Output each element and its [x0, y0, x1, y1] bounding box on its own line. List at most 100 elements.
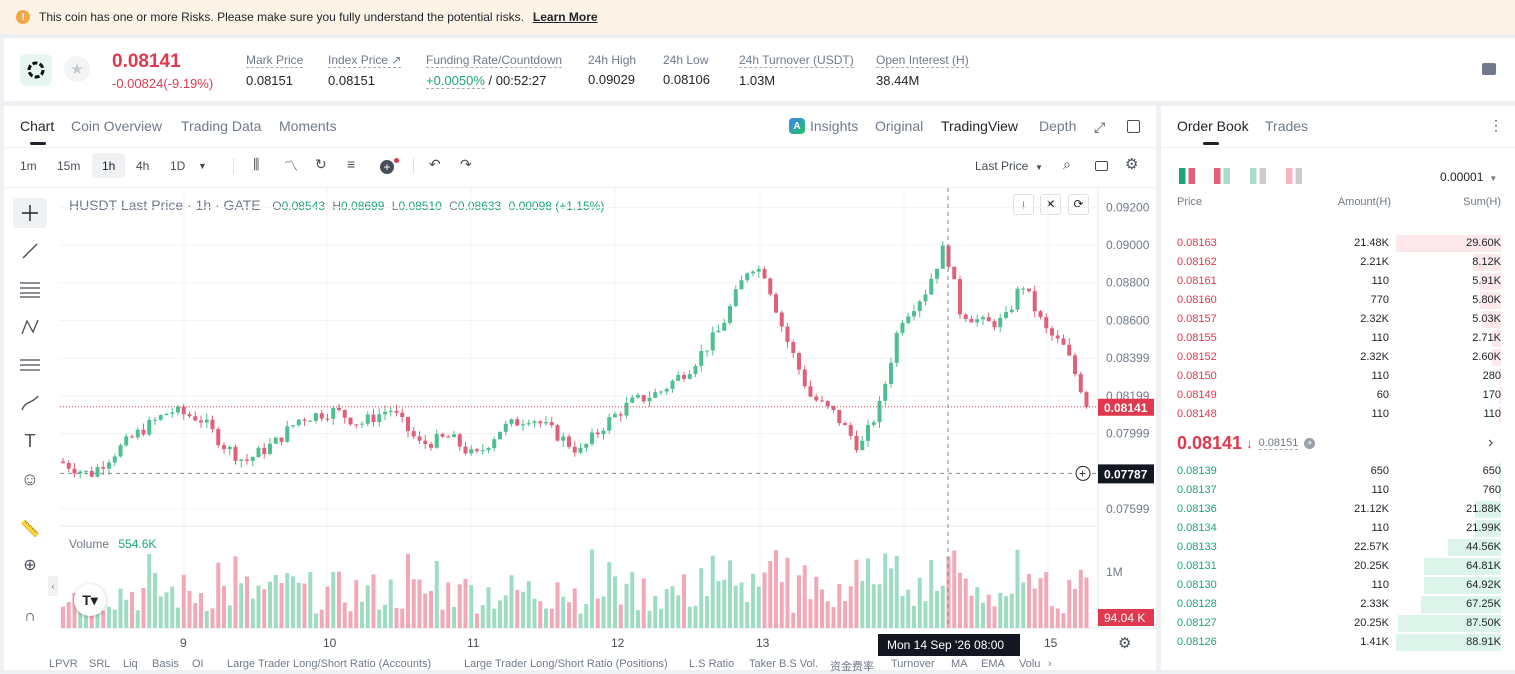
ruler-tool-icon[interactable]: 📏: [20, 521, 40, 538]
interval-4h[interactable]: 4h: [136, 159, 150, 173]
ind-ls-ratio[interactable]: L.S Ratio: [689, 658, 735, 670]
tab-moments[interactable]: Moments: [279, 118, 337, 134]
refresh-icon[interactable]: ↻: [315, 156, 327, 172]
bid-row[interactable]: 0.08126 1.41K 88.91K: [1161, 633, 1515, 652]
ind-ls-positions[interactable]: Large Trader Long/Short Ratio (Positions…: [464, 658, 668, 670]
tab-trades[interactable]: Trades: [1265, 118, 1309, 134]
bid-row[interactable]: 0.08139 650 650: [1161, 462, 1515, 481]
gear-icon[interactable]: ⚙: [1125, 156, 1139, 173]
undo-icon[interactable]: ↶: [429, 156, 441, 172]
brush-tool-icon[interactable]: [13, 388, 47, 418]
view-asks-icon[interactable]: [1214, 168, 1230, 184]
ask-row[interactable]: 0.08149 60 170: [1161, 386, 1515, 405]
interval-dropdown-icon[interactable]: ▼: [198, 161, 207, 171]
view-both-icon[interactable]: [1179, 168, 1195, 184]
pattern-tool-icon[interactable]: [13, 312, 47, 342]
candle-body: [227, 446, 232, 450]
scroll-down-button[interactable]: ↓: [1013, 194, 1034, 215]
ask-row[interactable]: 0.08150 110 280: [1161, 367, 1515, 386]
ind-taker-bs[interactable]: Taker B.S Vol.: [749, 658, 819, 670]
chart-settings-icon[interactable]: ⚙: [1118, 635, 1132, 652]
tab-original[interactable]: Original: [875, 118, 924, 134]
ask-row[interactable]: 0.08157 2.32K 5.03K: [1161, 310, 1515, 329]
ind-basis[interactable]: Basis: [152, 658, 179, 670]
redo-icon[interactable]: ↷: [460, 156, 472, 172]
ind-srl[interactable]: SRL: [89, 658, 111, 670]
tab-order-book[interactable]: Order Book: [1177, 118, 1249, 134]
zoom-in-tool-icon[interactable]: ⊕: [23, 557, 37, 574]
ask-row[interactable]: 0.08163 21.48K 29.60K: [1161, 234, 1515, 253]
candle-body: [538, 421, 543, 424]
tab-chart[interactable]: Chart: [20, 118, 55, 134]
add-indicator-icon[interactable]: +: [380, 160, 394, 174]
learn-more-link[interactable]: Learn More: [532, 10, 598, 24]
tab-depth[interactable]: Depth: [1039, 118, 1077, 134]
plus-icon[interactable]: [1075, 465, 1091, 481]
tab-coin-overview[interactable]: Coin Overview: [71, 118, 163, 134]
stat-index-price[interactable]: Index Price ↗ 0.08151: [328, 53, 402, 88]
ind-oi[interactable]: OI: [192, 658, 204, 670]
window-icon[interactable]: [1127, 120, 1140, 133]
bid-row[interactable]: 0.08137 110 760: [1161, 481, 1515, 500]
bid-row[interactable]: 0.08136 21.12K 21.88K: [1161, 500, 1515, 519]
ask-row[interactable]: 0.08155 110 2.71K: [1161, 329, 1515, 348]
horizontal-lines-tool-icon[interactable]: [13, 274, 47, 304]
search-icon[interactable]: ⌕: [1063, 156, 1071, 172]
interval-15m[interactable]: 15m: [57, 159, 81, 173]
precision-select[interactable]: 0.00001 ▼: [1440, 170, 1497, 184]
volume-bar: [768, 561, 773, 628]
ask-row[interactable]: 0.08148 110 110: [1161, 405, 1515, 424]
bid-row[interactable]: 0.08128 2.33K 67.25K: [1161, 595, 1515, 614]
collapse-left-icon[interactable]: ‹: [48, 576, 58, 596]
tab-trading-data[interactable]: Trading Data: [181, 118, 262, 134]
candle-body: [687, 374, 692, 379]
tab-tradingview[interactable]: TradingView: [941, 118, 1019, 134]
volume-bar: [262, 589, 267, 628]
ind-turnover[interactable]: Turnover: [891, 658, 935, 670]
cycle-button[interactable]: ⟳: [1068, 194, 1089, 215]
book-icon[interactable]: [1482, 63, 1496, 75]
bid-row[interactable]: 0.08131 20.25K 64.81K: [1161, 557, 1515, 576]
ind-ls-accounts[interactable]: Large Trader Long/Short Ratio (Accounts): [227, 658, 432, 670]
ind-funding[interactable]: 资金费率: [830, 661, 874, 673]
ind-liq[interactable]: Liq: [123, 658, 138, 670]
indicators-icon[interactable]: 〽: [284, 158, 298, 174]
candlestick-chart[interactable]: 0.09200 0.09000 0.08800 0.08600 0.08399 0.081…: [60, 188, 1156, 658]
ask-row[interactable]: 0.08161 110 5.91K: [1161, 272, 1515, 291]
text-tool-icon[interactable]: T: [24, 430, 36, 451]
magnet-tool-icon[interactable]: ∩: [24, 608, 36, 625]
ind-ma[interactable]: MA: [951, 658, 968, 670]
bid-row[interactable]: 0.08133 22.57K 44.56K: [1161, 538, 1515, 557]
emoji-tool-icon[interactable]: ☺: [20, 468, 40, 489]
bid-row[interactable]: 0.08134 110 21.99K: [1161, 519, 1515, 538]
crosshair-tool-icon[interactable]: [13, 198, 47, 228]
bid-row[interactable]: 0.08127 20.25K 87.50K: [1161, 614, 1515, 633]
trendline-tool-icon[interactable]: [13, 236, 47, 266]
favorite-star-icon[interactable]: ★: [64, 56, 90, 82]
ind-volume[interactable]: Volu: [1019, 658, 1041, 670]
fib-tool-icon[interactable]: [13, 350, 47, 380]
mid-price[interactable]: 0.08141 ↓ 0.08151 +: [1177, 433, 1316, 454]
bid-row[interactable]: 0.08130 110 64.92K: [1161, 576, 1515, 595]
last-price-select[interactable]: Last Price: [975, 159, 1029, 173]
expand-icon[interactable]: ⤢: [1094, 119, 1106, 135]
ask-row[interactable]: 0.08160 770 5.80K: [1161, 291, 1515, 310]
tab-insights[interactable]: Insights: [810, 118, 859, 134]
ask-row[interactable]: 0.08162 2.21K 8.12K: [1161, 253, 1515, 272]
view-sells-icon[interactable]: [1286, 168, 1302, 184]
ind-ema[interactable]: EMA: [981, 658, 1005, 670]
chevron-right-icon[interactable]: ›: [1488, 434, 1494, 451]
ind-lpvr[interactable]: LPVR: [49, 658, 78, 670]
view-bids-icon[interactable]: [1250, 168, 1266, 184]
chevron-right-icon[interactable]: ›: [1048, 658, 1052, 670]
more-icon[interactable]: ⋮: [1489, 117, 1503, 133]
volume-bar: [561, 596, 566, 628]
ask-row[interactable]: 0.08152 2.32K 2.60K: [1161, 348, 1515, 367]
candle-type-icon[interactable]: ⫼: [253, 156, 260, 172]
template-icon[interactable]: ≡: [347, 156, 356, 172]
camera-icon[interactable]: [1095, 161, 1108, 171]
collapse-button[interactable]: ✕: [1040, 194, 1061, 215]
interval-1d[interactable]: 1D: [170, 159, 186, 173]
interval-1m[interactable]: 1m: [20, 159, 37, 173]
interval-1h[interactable]: 1h: [102, 159, 116, 173]
